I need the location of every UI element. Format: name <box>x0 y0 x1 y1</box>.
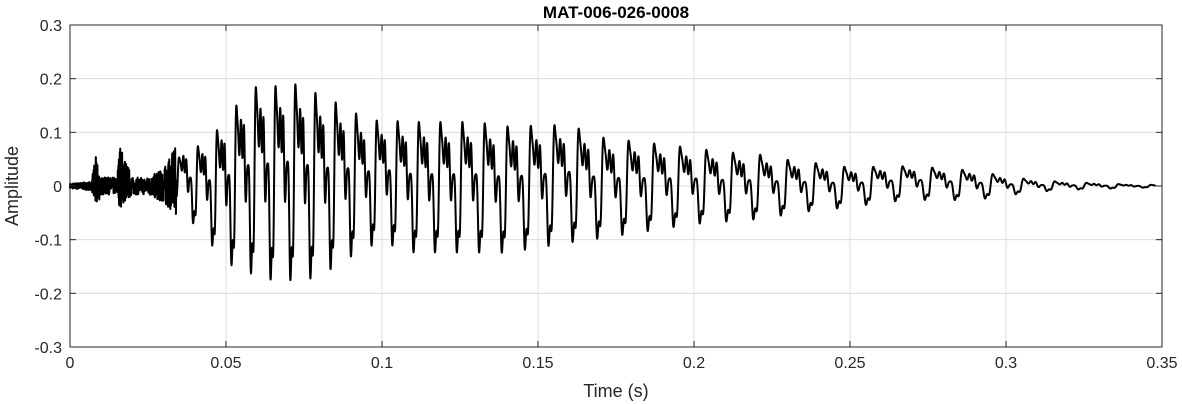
x-tick-label: 0.2 <box>683 355 705 372</box>
y-tick-label: 0.3 <box>40 18 62 35</box>
y-tick-label: -0.2 <box>34 286 62 303</box>
waveform-line <box>69 83 1157 282</box>
x-tick-label: 0.3 <box>995 355 1017 372</box>
x-tick-label: 0.15 <box>522 355 553 372</box>
x-axis: 0 0.05 0.1 0.15 0.2 0.25 0.3 0.35 <box>66 25 1178 372</box>
x-tick-label: 0.05 <box>210 355 241 372</box>
x-axis-label: Time (s) <box>583 381 648 401</box>
y-tick-label: 0 <box>53 179 62 196</box>
y-tick-label: -0.1 <box>34 233 62 250</box>
x-tick-label: 0.25 <box>834 355 865 372</box>
y-tick-label: 0.2 <box>40 72 62 89</box>
y-tick-label: -0.3 <box>34 340 62 357</box>
y-axis-label: Amplitude <box>2 146 22 226</box>
grid-lines <box>69 24 1163 348</box>
series-group <box>69 83 1157 282</box>
x-tick-label: 0.1 <box>371 355 393 372</box>
x-tick-label: 0.35 <box>1146 355 1177 372</box>
y-tick-label: 0.1 <box>40 125 62 142</box>
chart-title: MAT-006-026-0008 <box>543 3 689 22</box>
x-tick-label: 0 <box>66 355 75 372</box>
y-axis: -0.3 -0.2 -0.1 0 0.1 0.2 0.3 <box>34 18 1162 357</box>
